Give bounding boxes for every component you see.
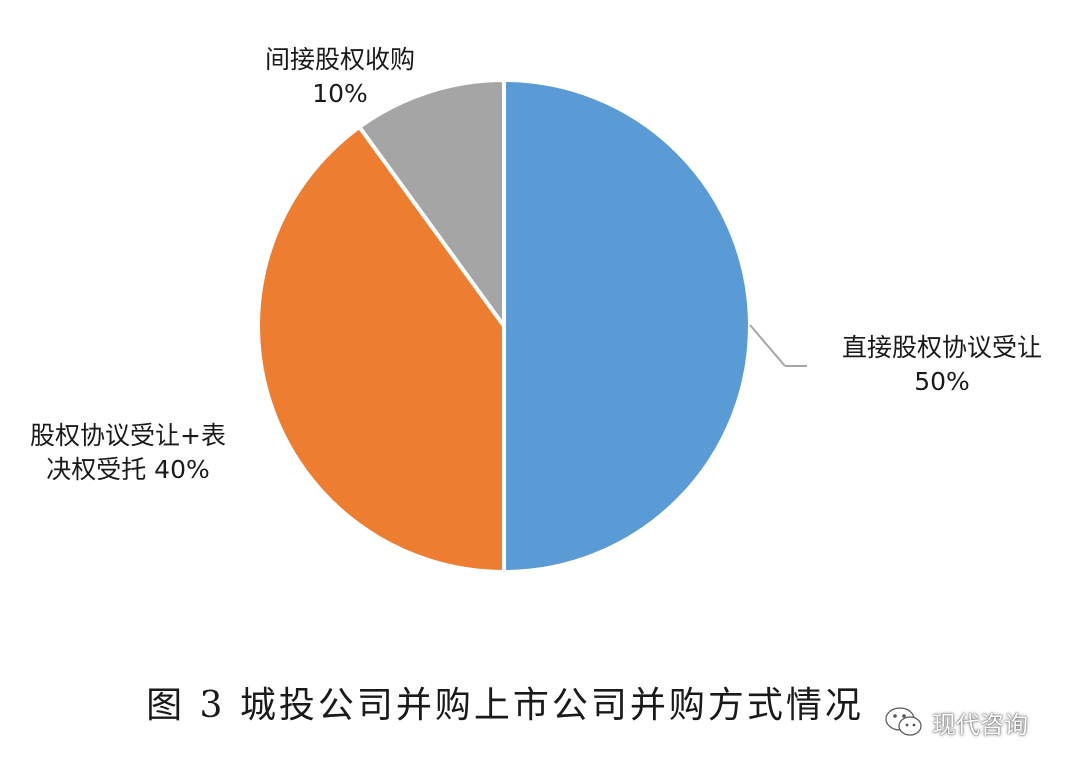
watermark: 现代咨询 (884, 700, 1028, 744)
slice-label: 直接股权协议受让 50% (842, 333, 1042, 396)
slice-label-line: 10% (312, 79, 368, 108)
slice-label: 股权协议受让+表决权受托 40% (30, 421, 226, 484)
pie-slice (357, 78, 506, 328)
slice-label: 间接股权收购 10% (265, 45, 415, 108)
wechat-icon (885, 707, 922, 736)
slice-label-line: 直接股权协议受让 (842, 333, 1042, 362)
pie-slice (256, 124, 506, 574)
slice-label-line: 间接股权收购 (265, 45, 415, 74)
slice-label-line: 股权协议受让+表 (30, 421, 226, 450)
data-labels: 直接股权协议受让 50% 股权协议受让+表决权受托 40% 间接股权收购 10% (30, 45, 1042, 484)
pie-slice (502, 78, 752, 574)
slice-label-line: 决权受托 40% (46, 455, 210, 484)
figure-caption: 图 3 城投公司并购上市公司并购方式情况 (146, 685, 864, 726)
watermark-text: 现代咨询 (932, 710, 1028, 739)
slice-label-line: 50% (914, 367, 970, 396)
leader-line (749, 324, 786, 367)
pie-slices (256, 78, 752, 574)
